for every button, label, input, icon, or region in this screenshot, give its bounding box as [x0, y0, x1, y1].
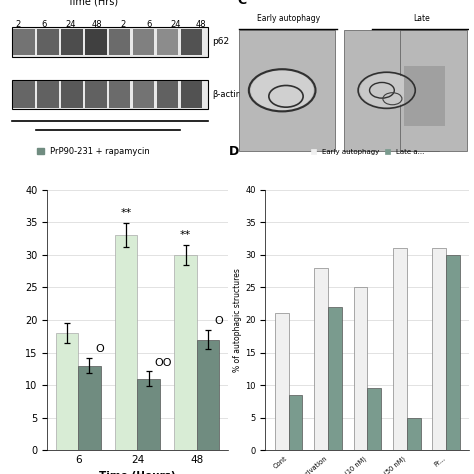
- Bar: [289, 395, 302, 450]
- Text: 6: 6: [42, 20, 47, 29]
- Bar: [55, 333, 78, 450]
- Circle shape: [251, 71, 314, 110]
- Bar: [156, 28, 178, 55]
- Legend: PrP90-231 + rapamycin: PrP90-231 + rapamycin: [37, 147, 150, 156]
- Text: O: O: [95, 345, 104, 355]
- Bar: [85, 82, 107, 108]
- Bar: [13, 28, 35, 55]
- Text: 2: 2: [16, 20, 21, 29]
- Bar: [407, 418, 420, 450]
- Bar: [109, 82, 130, 108]
- Bar: [314, 268, 328, 450]
- Bar: [181, 28, 202, 55]
- X-axis label: Time (Hours): Time (Hours): [99, 471, 176, 474]
- Text: C: C: [237, 0, 246, 7]
- Bar: [115, 235, 137, 450]
- Bar: [181, 82, 202, 108]
- Text: Time (Hrs): Time (Hrs): [67, 0, 118, 7]
- Text: p62: p62: [212, 37, 229, 46]
- Circle shape: [360, 73, 413, 107]
- Bar: [109, 28, 130, 55]
- Bar: [344, 30, 439, 151]
- Bar: [36, 28, 59, 55]
- Text: 24: 24: [170, 20, 181, 29]
- Text: Early autophagy: Early autophagy: [256, 14, 319, 23]
- Bar: [13, 82, 35, 108]
- Y-axis label: % of autophagic structures: % of autophagic structures: [233, 268, 242, 372]
- Bar: [133, 82, 155, 108]
- Bar: [85, 28, 107, 55]
- Bar: [400, 30, 467, 151]
- Text: 6: 6: [146, 20, 152, 29]
- Text: 2: 2: [120, 20, 126, 29]
- Text: D: D: [229, 146, 239, 158]
- Bar: [12, 27, 208, 56]
- Bar: [328, 307, 342, 450]
- Text: 48: 48: [91, 20, 102, 29]
- Text: **: **: [120, 208, 132, 218]
- Text: **: **: [180, 230, 191, 240]
- Bar: [133, 28, 155, 55]
- Bar: [36, 82, 59, 108]
- Text: β-actin: β-actin: [212, 90, 241, 99]
- Bar: [137, 379, 160, 450]
- Text: Late: Late: [413, 14, 430, 23]
- Bar: [393, 248, 407, 450]
- Bar: [61, 82, 82, 108]
- Bar: [12, 80, 208, 109]
- Bar: [174, 255, 197, 450]
- Bar: [61, 28, 82, 55]
- Bar: [404, 66, 445, 127]
- Text: 48: 48: [196, 20, 207, 29]
- Bar: [275, 313, 289, 450]
- Bar: [446, 255, 460, 450]
- Bar: [354, 287, 367, 450]
- Text: O: O: [214, 317, 223, 327]
- Text: 24: 24: [65, 20, 76, 29]
- Bar: [239, 30, 335, 151]
- Bar: [432, 248, 446, 450]
- Bar: [78, 365, 100, 450]
- Bar: [197, 339, 219, 450]
- Legend: Early autophagy, Late a...: Early autophagy, Late a...: [308, 146, 427, 158]
- Text: OO: OO: [155, 357, 172, 367]
- Bar: [156, 82, 178, 108]
- Bar: [367, 388, 381, 450]
